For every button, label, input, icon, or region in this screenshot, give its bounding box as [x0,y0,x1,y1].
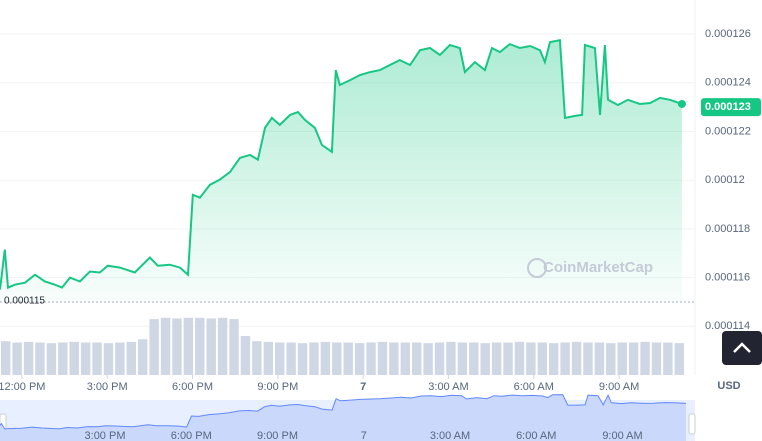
last-point [677,99,686,108]
volume-bar [663,342,673,375]
volume-bar [229,319,239,375]
volume-bar [332,342,342,375]
currency-label: USD [717,380,740,392]
y-tick-label: 0.000122 [705,125,751,137]
navigator-handle[interactable] [688,413,696,435]
volume-bar [469,342,479,375]
volume-bar [252,341,262,375]
volume-bar [594,342,605,375]
navigator-tick-label: 6:00 AM [516,430,556,441]
volume-bar [366,342,376,375]
volume-bar [69,341,79,375]
y-tick-label: 0.00012 [705,174,745,186]
x-tick-label: 9:00 AM [599,381,639,393]
volume-bar [138,339,148,375]
price-area [0,40,682,302]
volume-bar [571,341,582,375]
x-tick-label: 3:00 AM [428,381,468,393]
volume-bar [674,343,684,375]
volume-bar [491,342,502,375]
volume-bar [640,341,650,375]
volume-bar [617,342,627,375]
x-tick-label: 7 [360,381,366,393]
volume-bar [400,342,410,375]
volume-bar [23,341,34,375]
volume-bar [206,318,216,375]
y-tick-label: 0.000118 [705,223,750,235]
volume-bar [115,342,125,375]
y-tick-label: 0.000126 [705,28,751,40]
volume-bar [217,317,228,375]
chevron-icon [733,342,751,353]
volume-bar [172,318,182,375]
x-tick-label: 9:00 PM [257,381,298,393]
volume-bar [480,343,490,375]
volume-bar [1,341,11,375]
volume-bar [503,342,513,375]
current-price-label: 0.000123 [705,101,751,113]
volume-bar [651,342,662,375]
volume-bar [297,343,308,375]
volume-bar [80,342,91,375]
volume-bar [149,319,159,375]
volume-bar [126,341,136,375]
volume-bar [606,343,616,375]
volume-bar [389,342,399,375]
volume-bar [320,341,331,375]
volume-bar [628,342,639,375]
navigator-area [0,394,686,441]
x-tick-label: 3:00 PM [87,381,128,393]
x-tick-label: 6:00 AM [514,381,554,393]
volume-bar [583,342,593,375]
current-price-tag [701,98,761,117]
volume-bar [549,343,559,375]
navigator-line [0,394,687,430]
volume-bar [446,341,456,375]
volume-bar [343,342,353,375]
watermark-logo [527,258,547,278]
volume-bar [412,342,422,375]
navigator-tick-label: 7 [361,430,367,441]
volume-bar [46,343,57,375]
volume-bar [457,342,468,375]
volume-bar [275,342,285,375]
volume-bar [434,342,445,375]
volume-bar [195,317,205,375]
volume-bar [92,342,102,375]
navigator-tick-label: 3:00 PM [85,430,126,441]
volume-bar [309,342,319,375]
price-line [0,39,683,290]
y-tick-label: 0.000114 [705,320,750,332]
watermark: CoinMarketCap [543,259,653,276]
x-tick-label: 6:00 PM [172,381,213,393]
volume-bar [286,342,296,375]
navigator-tick-label: 3:00 AM [430,430,470,441]
volume-bar [263,341,273,375]
volume-bar [526,342,536,375]
plot: 0.000114 0.000116 0.000118 0.00012 0.000122 0… [0,28,761,441]
volume-bar [103,343,114,375]
volume-bar [423,343,433,375]
navigator-tick-label: 6:00 PM [171,430,212,441]
volume-bar [514,341,525,375]
volume-bar [560,342,570,375]
volume-bar [35,342,45,375]
volume-bar [377,341,388,375]
volume-bar [12,342,22,375]
y-tick-label: 0.000124 [705,77,751,89]
volume-bar [183,317,194,375]
volume-bar [537,342,547,375]
navigator-tick-label: 9:00 AM [602,430,642,441]
volume-bar [240,336,251,375]
x-tick-label: 12:00 PM [0,381,45,393]
scroll-top-button[interactable] [722,331,762,365]
volume-bar [58,342,68,375]
volume-bar [160,317,171,375]
y-tick-label: 0.000116 [705,272,750,284]
volume-bar [354,343,365,375]
navigator-tick-label: 9:00 PM [257,430,298,441]
